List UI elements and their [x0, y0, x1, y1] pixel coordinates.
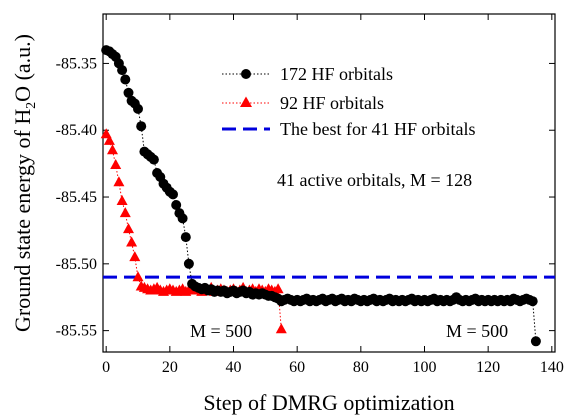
x-tick-label: 20 [162, 359, 178, 376]
data-point [117, 65, 128, 76]
data-point [116, 195, 128, 205]
legend-marker-172 [241, 69, 251, 79]
y-tick-label: -85.35 [56, 55, 97, 72]
data-point [123, 87, 134, 98]
x-tick-label: 0 [102, 359, 110, 376]
x-tick-label: 120 [476, 359, 500, 376]
annotation-active-orbitals: 41 active orbitals, M = 128 [277, 170, 472, 190]
data-point [126, 236, 138, 247]
data-point [275, 323, 287, 334]
y-tick-label: -85.45 [56, 189, 97, 206]
data-point [110, 159, 122, 169]
data-point [120, 74, 131, 85]
data-point [136, 121, 147, 132]
y-axis-label: Ground state energy of H2O (a.u.) [10, 34, 39, 332]
legend-label-92: 92 HF orbitals [280, 93, 384, 113]
legend: 172 HF orbitals 92 HF orbitals The best … [222, 64, 475, 139]
data-point [113, 176, 125, 187]
data-point [180, 232, 191, 243]
data-point [103, 134, 115, 145]
data-point [123, 223, 134, 234]
data-point [148, 154, 159, 165]
x-tick-label: 40 [226, 359, 242, 376]
y-tick-label: -85.40 [56, 122, 97, 139]
legend-label-172: 172 HF orbitals [280, 64, 393, 84]
data-point [171, 200, 182, 210]
data-point [272, 283, 284, 294]
data-point [132, 271, 144, 282]
data-point [107, 144, 118, 155]
annotation-m500-92: M = 500 [190, 321, 252, 341]
x-axis-label: Step of DMRG optimization [203, 390, 454, 415]
plot-frame [102, 13, 556, 353]
y-axis-label-post: O (a.u.) [10, 34, 35, 102]
data-point [129, 251, 141, 262]
x-tick-label: 140 [540, 359, 564, 376]
data-point [183, 258, 194, 269]
data-point [527, 296, 538, 307]
axis-ticks: 0 20 40 60 80 100 120 140 -85.35 -85.40 -85.45 -85.… [56, 14, 564, 376]
legend-marker-92 [240, 96, 252, 107]
y-axis-label-pre: Ground state energy of H [10, 109, 35, 332]
x-tick-label: 60 [289, 359, 305, 376]
data-point [119, 207, 131, 218]
legend-label-best: The best for 41 HF orbitals [280, 119, 475, 139]
data-point [133, 103, 143, 114]
y-tick-label: -85.50 [56, 256, 97, 273]
x-tick-label: 80 [353, 359, 369, 376]
data-point [168, 189, 178, 200]
annotation-m500-172: M = 500 [446, 321, 508, 341]
y-axis-label-sub: 2 [24, 102, 39, 109]
data-point [530, 336, 541, 347]
y-tick-label: -85.55 [56, 323, 97, 340]
series-group [100, 45, 541, 347]
series-172 [101, 45, 541, 347]
data-point [177, 213, 188, 224]
x-tick-label: 100 [412, 359, 436, 376]
series-92 [100, 128, 287, 334]
data-point [100, 128, 112, 139]
